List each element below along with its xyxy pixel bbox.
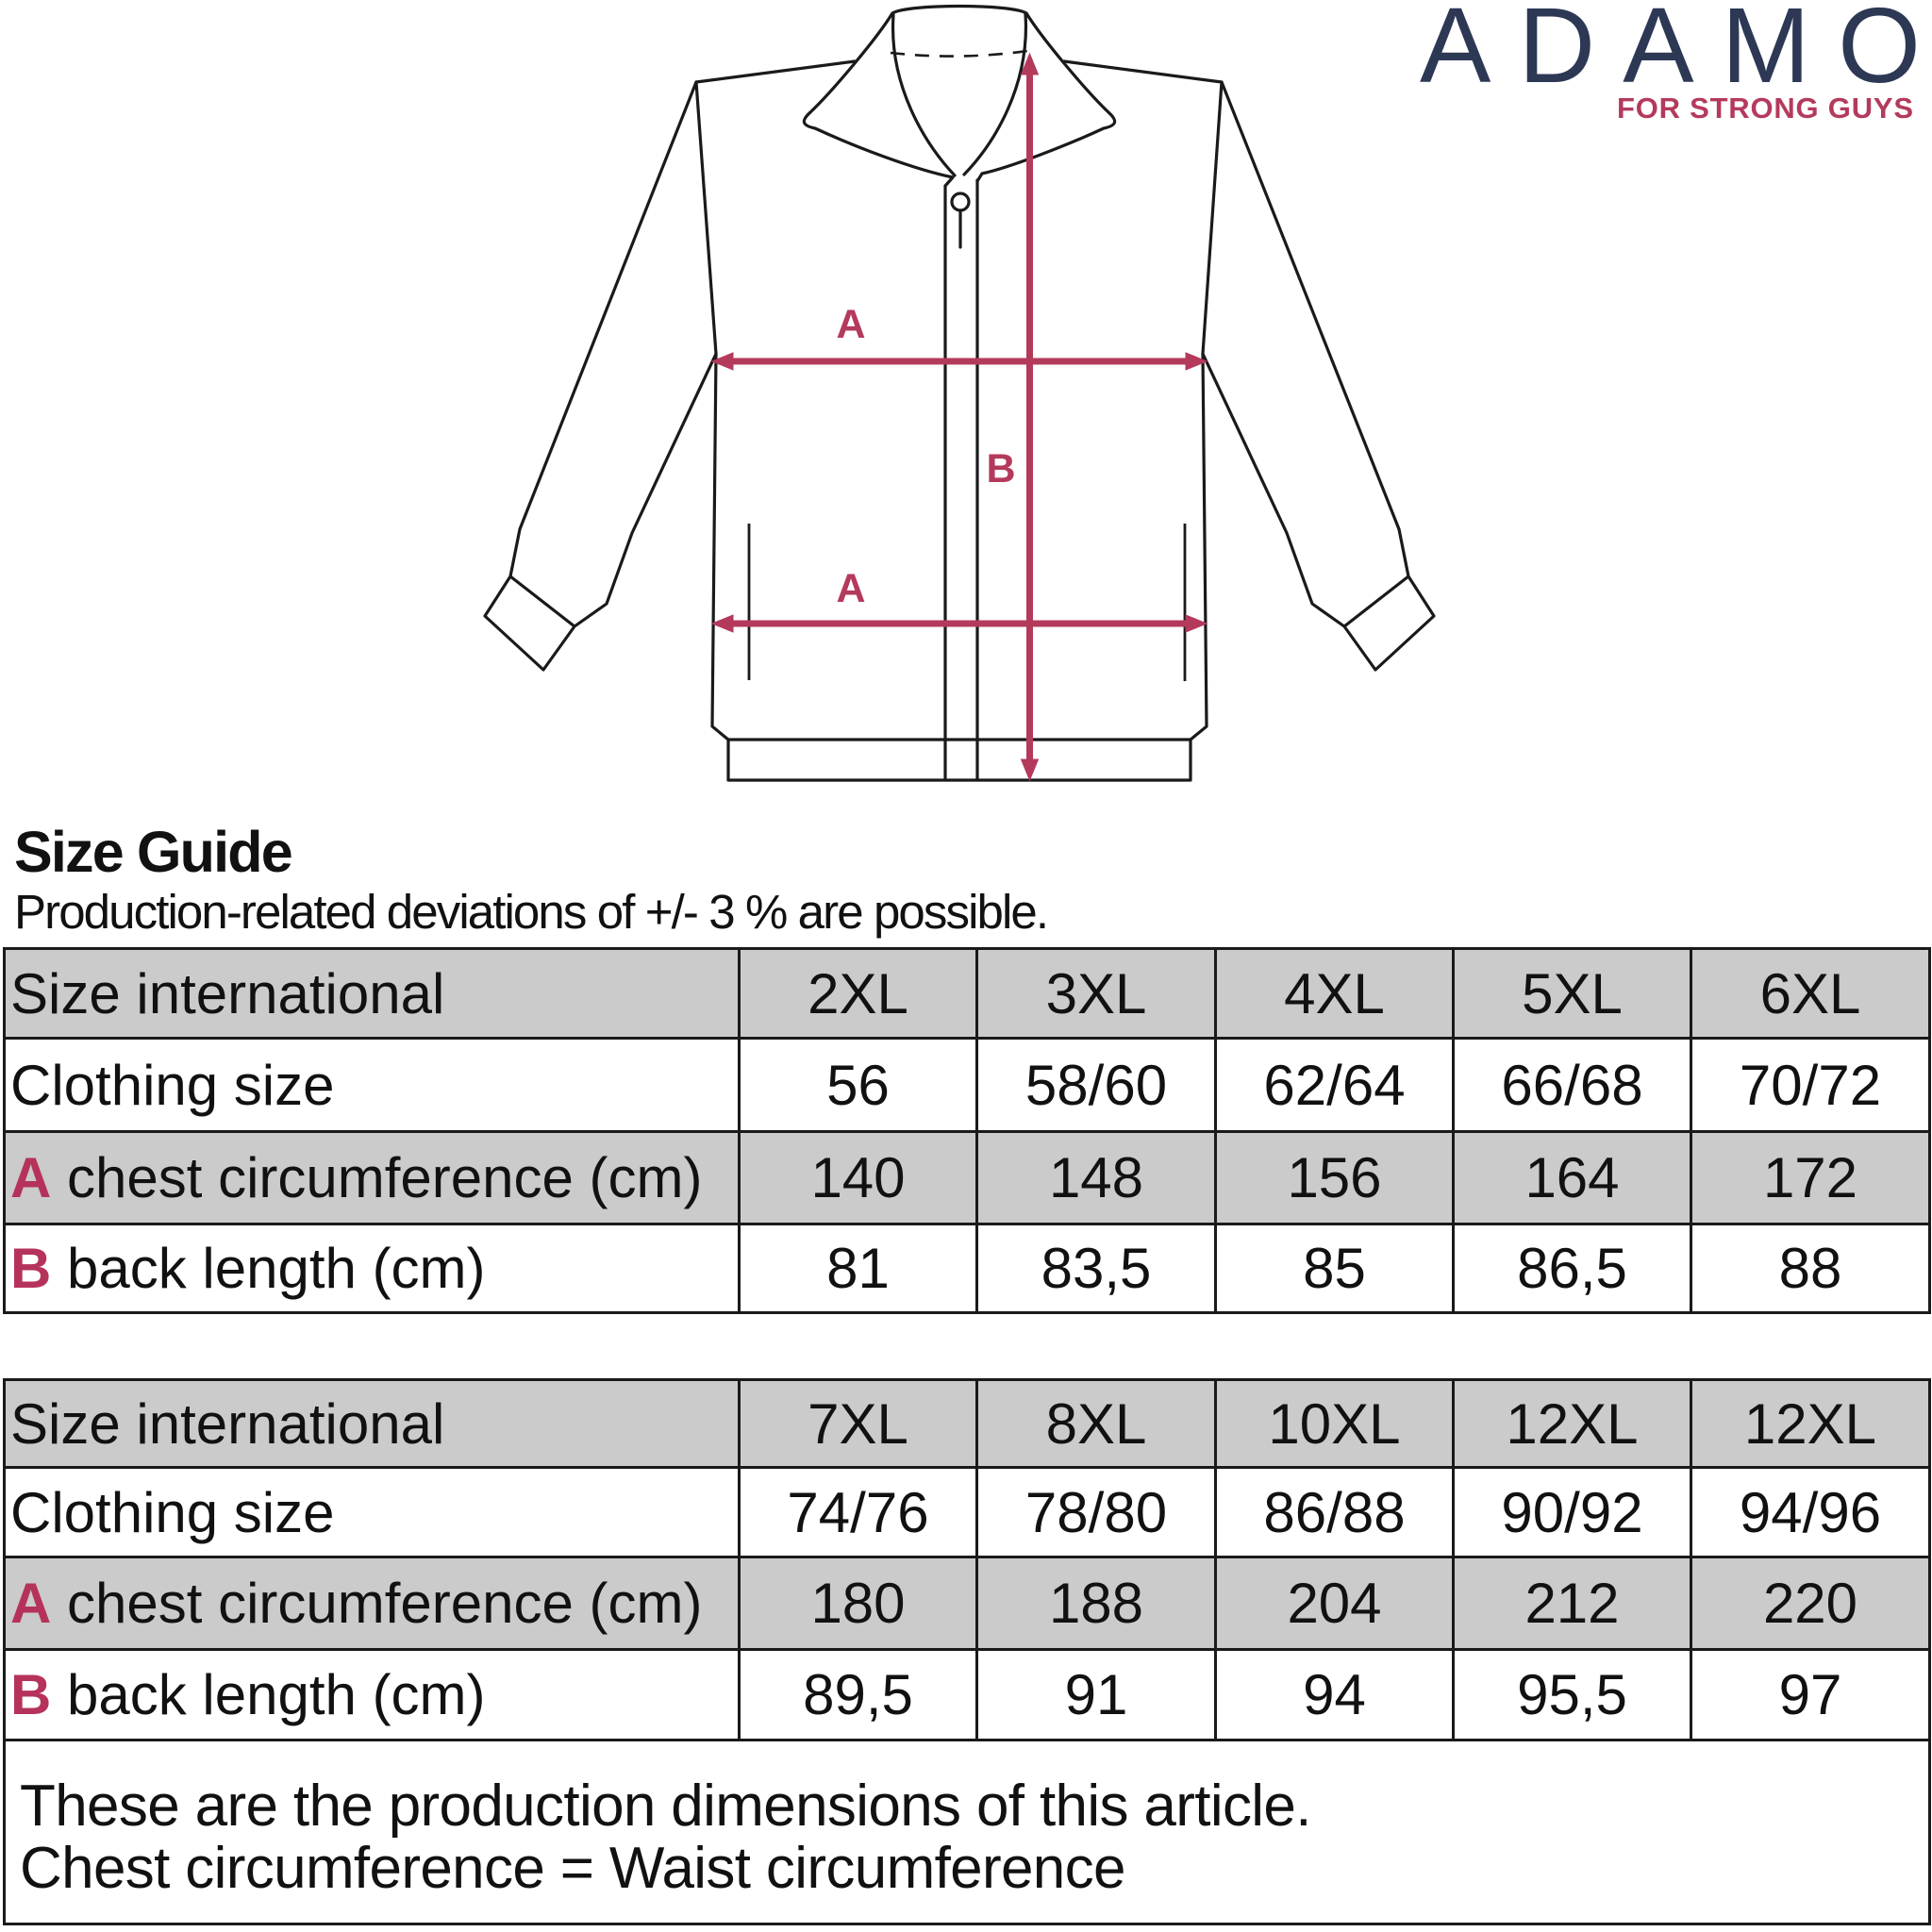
svg-text:B: B xyxy=(986,446,1015,491)
svg-text:A: A xyxy=(836,302,865,347)
svg-text:A: A xyxy=(836,566,865,611)
svg-text:ADAMO: ADAMO xyxy=(1420,0,1921,105)
svg-text:FOR STRONG GUYS: FOR STRONG GUYS xyxy=(1617,92,1913,125)
